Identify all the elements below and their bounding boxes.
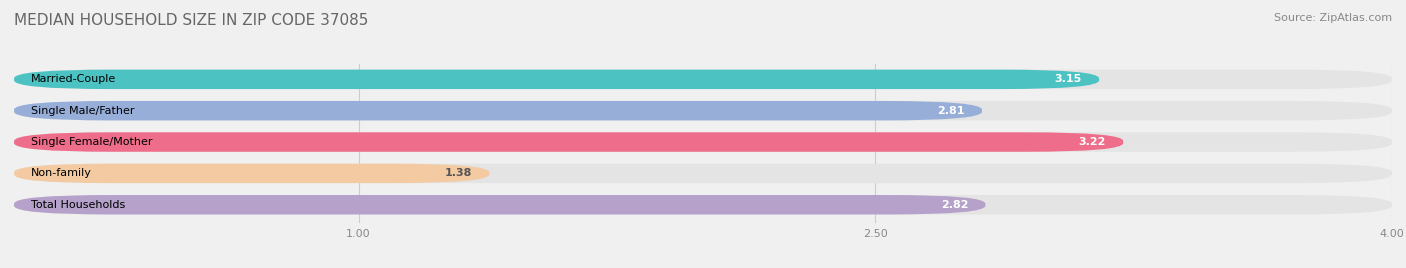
FancyBboxPatch shape xyxy=(14,101,981,120)
FancyBboxPatch shape xyxy=(14,132,1392,152)
FancyBboxPatch shape xyxy=(14,101,1392,120)
Text: MEDIAN HOUSEHOLD SIZE IN ZIP CODE 37085: MEDIAN HOUSEHOLD SIZE IN ZIP CODE 37085 xyxy=(14,13,368,28)
Text: 3.22: 3.22 xyxy=(1078,137,1107,147)
FancyBboxPatch shape xyxy=(14,164,1392,183)
FancyBboxPatch shape xyxy=(14,70,1099,89)
Text: Single Male/Father: Single Male/Father xyxy=(31,106,135,116)
FancyBboxPatch shape xyxy=(14,132,1123,152)
Text: 3.15: 3.15 xyxy=(1054,74,1083,84)
FancyBboxPatch shape xyxy=(14,195,1392,214)
Text: Total Households: Total Households xyxy=(31,200,125,210)
FancyBboxPatch shape xyxy=(14,164,489,183)
Text: Non-family: Non-family xyxy=(31,168,93,178)
Text: 1.38: 1.38 xyxy=(444,168,472,178)
Text: Single Female/Mother: Single Female/Mother xyxy=(31,137,153,147)
Text: 2.82: 2.82 xyxy=(941,200,969,210)
Text: Source: ZipAtlas.com: Source: ZipAtlas.com xyxy=(1274,13,1392,23)
FancyBboxPatch shape xyxy=(14,70,1392,89)
Text: Married-Couple: Married-Couple xyxy=(31,74,117,84)
Text: 2.81: 2.81 xyxy=(938,106,965,116)
FancyBboxPatch shape xyxy=(14,195,986,214)
